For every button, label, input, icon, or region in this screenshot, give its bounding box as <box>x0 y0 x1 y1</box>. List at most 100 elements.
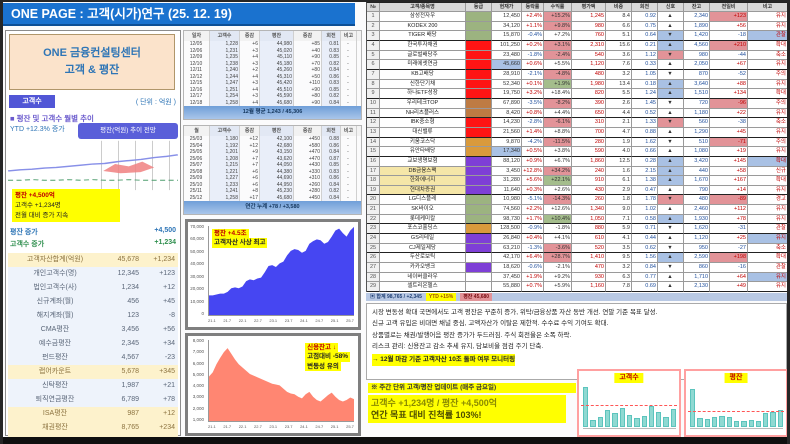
cell[interactable]: 720 <box>684 98 710 109</box>
cell[interactable]: 0.62 <box>632 243 658 254</box>
cell[interactable]: +22 <box>710 108 748 119</box>
bar[interactable] <box>641 415 647 427</box>
row-number[interactable]: 1 <box>367 12 380 22</box>
cell[interactable]: ▲ <box>658 272 684 283</box>
cell[interactable]: 1,192 <box>210 142 240 149</box>
status-cell[interactable] <box>466 253 492 264</box>
name-cell[interactable]: KB고배당 <box>380 69 466 80</box>
cell[interactable]: 확대 <box>748 89 788 99</box>
name-cell[interactable]: KODEX 200 <box>380 21 466 32</box>
cell[interactable]: 930 <box>572 272 606 283</box>
cell[interactable]: - <box>341 54 357 61</box>
cell[interactable]: 1,290 <box>684 127 710 138</box>
cell[interactable]: 15,870 <box>492 31 522 41</box>
cell[interactable]: 유지 <box>748 185 788 196</box>
status-cell[interactable] <box>466 60 492 70</box>
cell[interactable]: +6.4% <box>522 253 544 264</box>
cell[interactable]: 1,120 <box>684 234 710 244</box>
table-row[interactable]: 9 하나ETF성장 19,750 +3.2% +18.4% 820 5.5 1.24 ▲ 1,51… <box>367 89 788 99</box>
cell[interactable]: 0.69 <box>632 282 658 293</box>
bar[interactable] <box>748 419 754 427</box>
cell[interactable]: 축소 <box>748 243 788 254</box>
cell[interactable]: ▲ <box>658 89 684 99</box>
cell[interactable]: 유지 <box>748 21 788 32</box>
row-number[interactable]: 7 <box>367 69 380 80</box>
cell[interactable]: 45,680 <box>260 99 294 106</box>
cell[interactable]: 1,233 <box>210 181 240 188</box>
name-cell[interactable]: 하나ETF성장 <box>380 89 466 99</box>
status-cell[interactable] <box>466 137 492 148</box>
cell[interactable]: 12/05 <box>184 41 210 48</box>
cell[interactable]: +0.5% <box>522 147 544 157</box>
cell[interactable]: 760 <box>572 31 606 41</box>
cell[interactable]: 63,210 <box>492 243 522 254</box>
table-row[interactable]: 26 두산로보틱 42,170 +6.4% +28.7% 1,410 9.5 1.56 ▲ 2,5… <box>367 253 788 264</box>
cell[interactable]: +45 <box>163 298 175 305</box>
table-row[interactable]: 3 TIGER 배당 15,870 -0.4% +7.2% 760 5.1 0.64 ▼ 1,42… <box>367 31 788 41</box>
table-row[interactable]: 랩어카운트 5,678 +345 <box>8 365 178 379</box>
table-row[interactable]: 채권평잔 8,765 +234 <box>8 421 178 435</box>
table-row[interactable]: 개인고객수(명) 12,345 +123 <box>8 267 178 281</box>
cell[interactable]: 42,170 <box>492 253 522 264</box>
cell[interactable]: +10.4% <box>544 214 572 225</box>
cell[interactable]: +6 <box>240 41 260 48</box>
row-number[interactable]: 16 <box>367 156 380 167</box>
cell[interactable]: 21,560 <box>492 127 522 138</box>
cell[interactable]: 12/06 <box>184 47 210 54</box>
row-number[interactable]: 4 <box>367 40 380 51</box>
name-cell[interactable]: 글로벌배당주 <box>380 50 466 61</box>
cell[interactable]: +345 <box>159 368 175 375</box>
cell[interactable]: 0.52 <box>632 108 658 119</box>
cell[interactable]: 개인고객수(명) <box>33 270 77 277</box>
cell[interactable]: 법인고객수(사) <box>33 284 77 291</box>
cell[interactable]: +3 <box>240 47 260 54</box>
cell[interactable]: 8,765 <box>121 424 139 431</box>
cell[interactable]: ▲ <box>658 234 684 244</box>
bar[interactable] <box>583 387 589 427</box>
cell[interactable]: 1,245 <box>572 12 606 22</box>
cell[interactable]: 6.1 <box>606 176 632 186</box>
cell[interactable]: +134 <box>710 89 748 99</box>
bar[interactable] <box>755 421 762 427</box>
name-cell[interactable]: 유안타배당 <box>380 147 466 157</box>
cell[interactable]: 8,420 <box>492 108 522 119</box>
cell[interactable]: 1,120 <box>572 60 606 70</box>
name-cell[interactable]: 키움코스닥 <box>380 137 466 148</box>
status-cell[interactable] <box>466 31 492 41</box>
cell[interactable]: 1,160 <box>572 282 606 293</box>
name-cell[interactable]: IBK중소형 <box>380 118 466 128</box>
name-cell[interactable]: DB금융스팩 <box>380 166 466 177</box>
cell[interactable]: -4.2% <box>522 137 544 148</box>
cell[interactable]: 2.6 <box>606 98 632 109</box>
table-row[interactable]: 25/12 1,258 +17 45,680 +450 0.84- <box>184 194 361 201</box>
cell[interactable]: -0.9% <box>522 224 544 235</box>
cell[interactable]: 1,510 <box>684 89 710 99</box>
cell[interactable]: 45,310 <box>260 73 294 80</box>
cell[interactable]: 42,680 <box>260 142 294 149</box>
cell[interactable]: 1,420 <box>684 31 710 41</box>
status-cell[interactable] <box>466 127 492 138</box>
cell[interactable]: 98,730 <box>492 214 522 225</box>
table-row[interactable]: 해지계좌(월) 123 -8 <box>8 309 178 323</box>
cell[interactable]: 1,080 <box>684 147 710 157</box>
bar[interactable] <box>656 411 662 427</box>
cell[interactable]: ▲ <box>658 79 684 90</box>
cell[interactable]: 신규계좌(월) <box>36 298 74 305</box>
row-number[interactable]: 17 <box>367 166 380 177</box>
cell[interactable]: +7 <box>240 155 260 162</box>
table-row[interactable]: 법인고객수(사) 1,234 +12 <box>8 281 178 295</box>
table-row[interactable]: 5 글로벌배당주 23,480 -1.8% -2.4% 540 3.6 1.12 ▼ 980 -44… <box>367 50 788 61</box>
cell[interactable]: 0.21 <box>632 40 658 51</box>
table-row[interactable]: 신탁평잔 1,987 +21 <box>8 379 178 393</box>
name-cell[interactable]: 우리테크TOP <box>380 98 466 109</box>
cell[interactable]: 0.86 <box>322 175 341 182</box>
table-row[interactable]: 2 KODEX 200 34,120 +1.1% +9.8% 980 6.6 0.75 ▲ 1,8… <box>367 21 788 32</box>
bar[interactable] <box>711 416 718 427</box>
table-row[interactable]: 25/09 1,227 +6 44,690 +310 0.86- <box>184 175 361 182</box>
cell[interactable]: 44,380 <box>260 168 294 175</box>
table-row[interactable]: 25/06 1,208 +7 43,620 +470 0.87- <box>184 155 361 162</box>
cell[interactable]: 0.84 <box>322 181 341 188</box>
cell[interactable]: 44,980 <box>260 41 294 48</box>
cell[interactable]: 25/05 <box>184 149 210 156</box>
name-cell[interactable]: 대신밸류 <box>380 127 466 138</box>
